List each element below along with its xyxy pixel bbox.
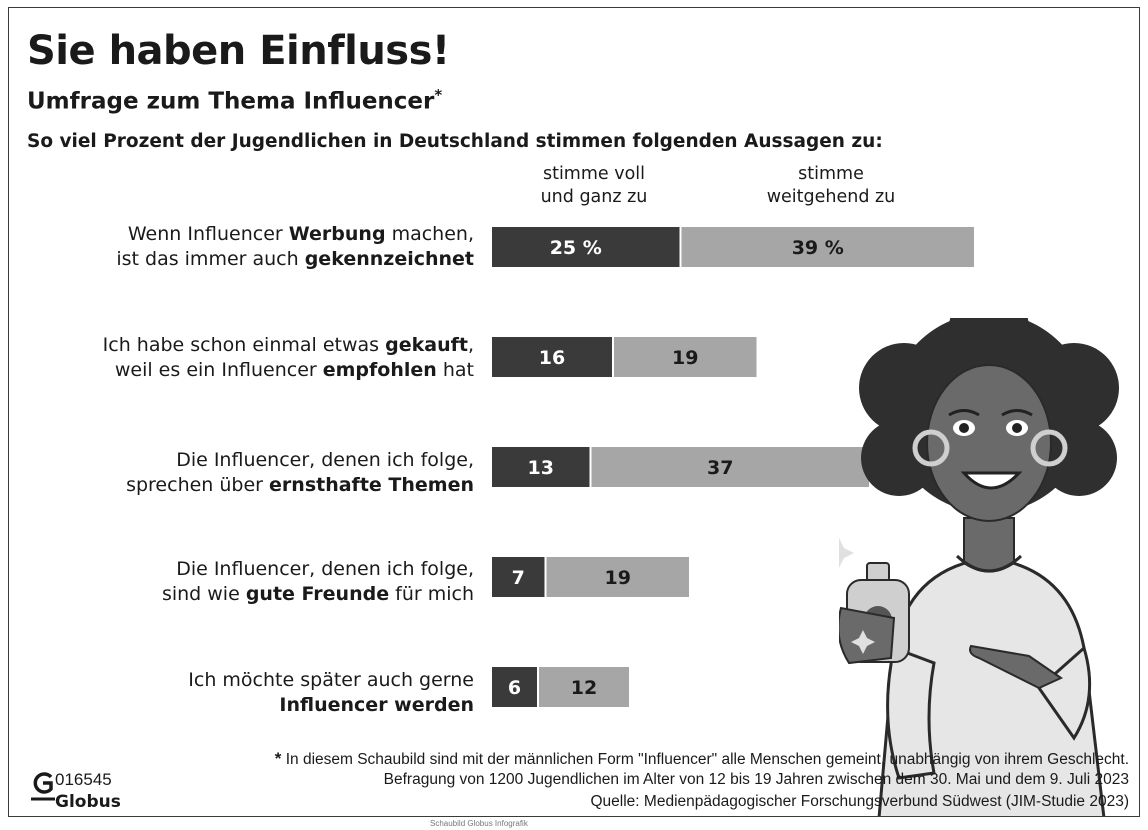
row-label-become-influencer: Ich möchte später auch gerne Influencer w… — [9, 668, 474, 718]
legend-fully-agree: stimme voll und ganz zu — [509, 163, 679, 209]
row-label-serious-topics: Die Influencer, denen ich folge, sprechen… — [9, 448, 474, 498]
footnote-note: In diesem Schaubild sind mit der männlic… — [281, 751, 1129, 768]
row-label-emphasis: ernsthafte Themen — [269, 474, 474, 496]
bar-largely-4 — [539, 667, 629, 707]
bar-label-fully-1: 16 — [539, 347, 565, 369]
globus-logo-icon — [31, 772, 55, 801]
footnote-survey: Befragung von 1200 Jugendlichen im Alter… — [383, 771, 1129, 788]
bar-fully-3 — [492, 557, 545, 597]
row-label-text: Ich möchte später auch gerne — [188, 669, 474, 691]
legend-largely-line-1: stimme — [798, 164, 864, 184]
row-label-text: Wenn Influencer — [127, 223, 289, 245]
graphic-number: 016545 — [55, 770, 112, 789]
row-label-emphasis: empfohlen — [322, 359, 437, 381]
bar-label-largely-1: 19 — [672, 347, 698, 369]
bar-largely-2 — [591, 447, 869, 487]
row-label-text: für mich — [389, 583, 474, 605]
row-label-emphasis: gekauft — [385, 334, 468, 356]
bar-largely-1 — [614, 337, 757, 377]
bar-largely-3 — [546, 557, 689, 597]
row-label-text: weil es ein Influencer — [114, 359, 323, 381]
bar-label-largely-3: 19 — [605, 567, 631, 589]
bar-label-fully-2: 13 — [528, 457, 554, 479]
bar-label-fully-3: 7 — [512, 567, 525, 589]
legend-largely-line-2: weitgehend zu — [766, 187, 896, 207]
bar-chart: 25 % 39 % 16 19 13 37 7 19 6 12 — [492, 227, 974, 707]
brand-name: Globus — [55, 792, 121, 812]
legend-fully-line-1: stimme voll — [542, 164, 646, 184]
row-label-text: sprechen über — [126, 474, 270, 496]
row-label-good-friends: Die Influencer, denen ich folge, sind wie… — [9, 557, 474, 607]
bar-fully-4 — [492, 667, 537, 707]
bar-label-largely-0: 39 % — [792, 237, 844, 259]
infographic-frame: Sie haben Einfluss! Umfrage zum Thema In… — [8, 7, 1140, 817]
legend-fully-line-2: und ganz zu — [540, 187, 648, 207]
subtitle-text: Umfrage zum Thema Influencer — [27, 88, 435, 115]
influencer-illustration — [839, 318, 1119, 816]
footnote-star: * — [274, 749, 282, 768]
row-label-text: Die Influencer, denen ich folge, — [176, 558, 474, 580]
row-label-text: Die Influencer, denen ich folge, — [176, 449, 474, 471]
footnote-definition: * In diesem Schaubild sind mit der männl… — [275, 749, 1129, 769]
image-caption: Schaubild Globus Infografik — [430, 819, 528, 828]
row-label-text: machen, — [385, 223, 474, 245]
row-label-emphasis: gute Freunde — [245, 583, 390, 605]
row-label-text: Ich habe schon einmal etwas — [102, 334, 386, 356]
row-label-text: ist das immer auch — [116, 248, 305, 270]
legend-largely-agree: stimme weitgehend zu — [731, 163, 931, 209]
bar-fully-0 — [492, 227, 680, 267]
footnote-source: Quelle: Medienpädagogischer Forschungsve… — [590, 793, 1130, 810]
subtitle-footnote-mark: * — [434, 86, 443, 104]
row-label-advertising: Wenn Influencer Werbung machen, ist das i… — [9, 222, 474, 272]
row-label-purchased: Ich habe schon einmal etwas gekauft, weil… — [9, 333, 474, 383]
bar-fully-2 — [492, 447, 590, 487]
bar-label-largely-4: 12 — [571, 677, 597, 699]
page-title: Sie haben Einfluss! — [27, 28, 450, 74]
bar-largely-0 — [681, 227, 974, 267]
lead-text: So viel Prozent der Jugendlichen in Deut… — [27, 131, 883, 152]
woman-illustration — [839, 318, 1119, 816]
row-label-text: hat — [436, 359, 474, 381]
bar-label-fully-4: 6 — [508, 677, 521, 699]
row-label-emphasis: Werbung — [288, 223, 386, 245]
row-label-emphasis: Influencer werden — [279, 694, 474, 716]
row-label-text: , — [467, 334, 474, 356]
bar-label-largely-2: 37 — [707, 457, 733, 479]
row-label-text: sind wie — [161, 583, 246, 605]
row-label-emphasis: gekennzeichnet — [304, 248, 474, 270]
bar-fully-1 — [492, 337, 612, 377]
bar-label-fully-0: 25 % — [550, 237, 602, 259]
subtitle: Umfrage zum Thema Influencer* — [27, 86, 442, 115]
